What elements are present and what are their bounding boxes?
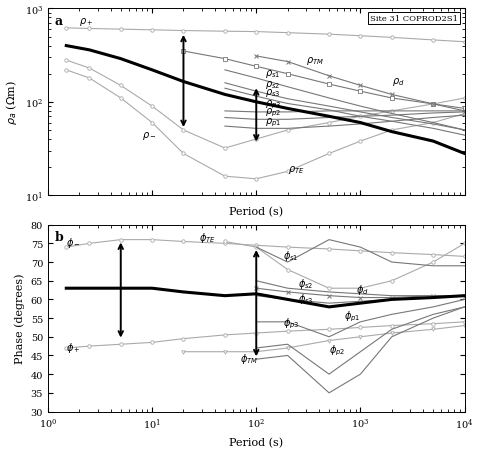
- Text: $\rho_+$: $\rho_+$: [79, 16, 94, 28]
- X-axis label: Period (s): Period (s): [229, 437, 283, 447]
- Text: a: a: [54, 15, 62, 28]
- Text: $\rho_{TM}$: $\rho_{TM}$: [306, 55, 324, 66]
- Text: $\rho_d$: $\rho_d$: [392, 76, 404, 87]
- Text: $\rho_{TE}$: $\rho_{TE}$: [288, 164, 304, 176]
- Text: $\phi_{s1}$: $\phi_{s1}$: [283, 249, 298, 263]
- Text: $\phi_{p1}$: $\phi_{p1}$: [344, 309, 361, 323]
- Text: $\rho_{s3}$: $\rho_{s3}$: [264, 87, 280, 99]
- Text: $\phi_{p2}$: $\phi_{p2}$: [329, 342, 346, 357]
- Text: $\rho_-$: $\rho_-$: [142, 130, 156, 142]
- Text: $\rho_{s1}$: $\rho_{s1}$: [264, 68, 280, 79]
- Text: $\phi_-$: $\phi_-$: [66, 236, 81, 250]
- Text: $\phi_{s3}$: $\phi_{s3}$: [298, 292, 314, 306]
- Text: $\phi_{TE}$: $\phi_{TE}$: [199, 230, 216, 244]
- X-axis label: Period (s): Period (s): [229, 206, 283, 216]
- Text: $\rho_{p2}$: $\rho_{p2}$: [264, 107, 281, 119]
- Text: $\phi_{p3}$: $\phi_{p3}$: [283, 316, 299, 331]
- Y-axis label: $\rho_a$ ($\Omega$m): $\rho_a$ ($\Omega$m): [4, 80, 19, 125]
- Text: $\rho_{p1}$: $\rho_{p1}$: [264, 116, 281, 129]
- Y-axis label: Phase (degrees): Phase (degrees): [15, 273, 25, 364]
- Text: $\phi_{s2}$: $\phi_{s2}$: [298, 277, 313, 291]
- Text: $\phi_d$: $\phi_d$: [356, 282, 369, 296]
- Text: $\rho_{s2}$: $\rho_{s2}$: [264, 79, 280, 91]
- Text: Site 31 COPROD2S1: Site 31 COPROD2S1: [370, 15, 458, 23]
- Text: $\phi_{TM}$: $\phi_{TM}$: [240, 351, 259, 365]
- Text: b: b: [54, 231, 63, 244]
- Text: $\rho_{p3}$: $\rho_{p3}$: [264, 98, 281, 110]
- Text: $\phi_+$: $\phi_+$: [66, 340, 81, 354]
